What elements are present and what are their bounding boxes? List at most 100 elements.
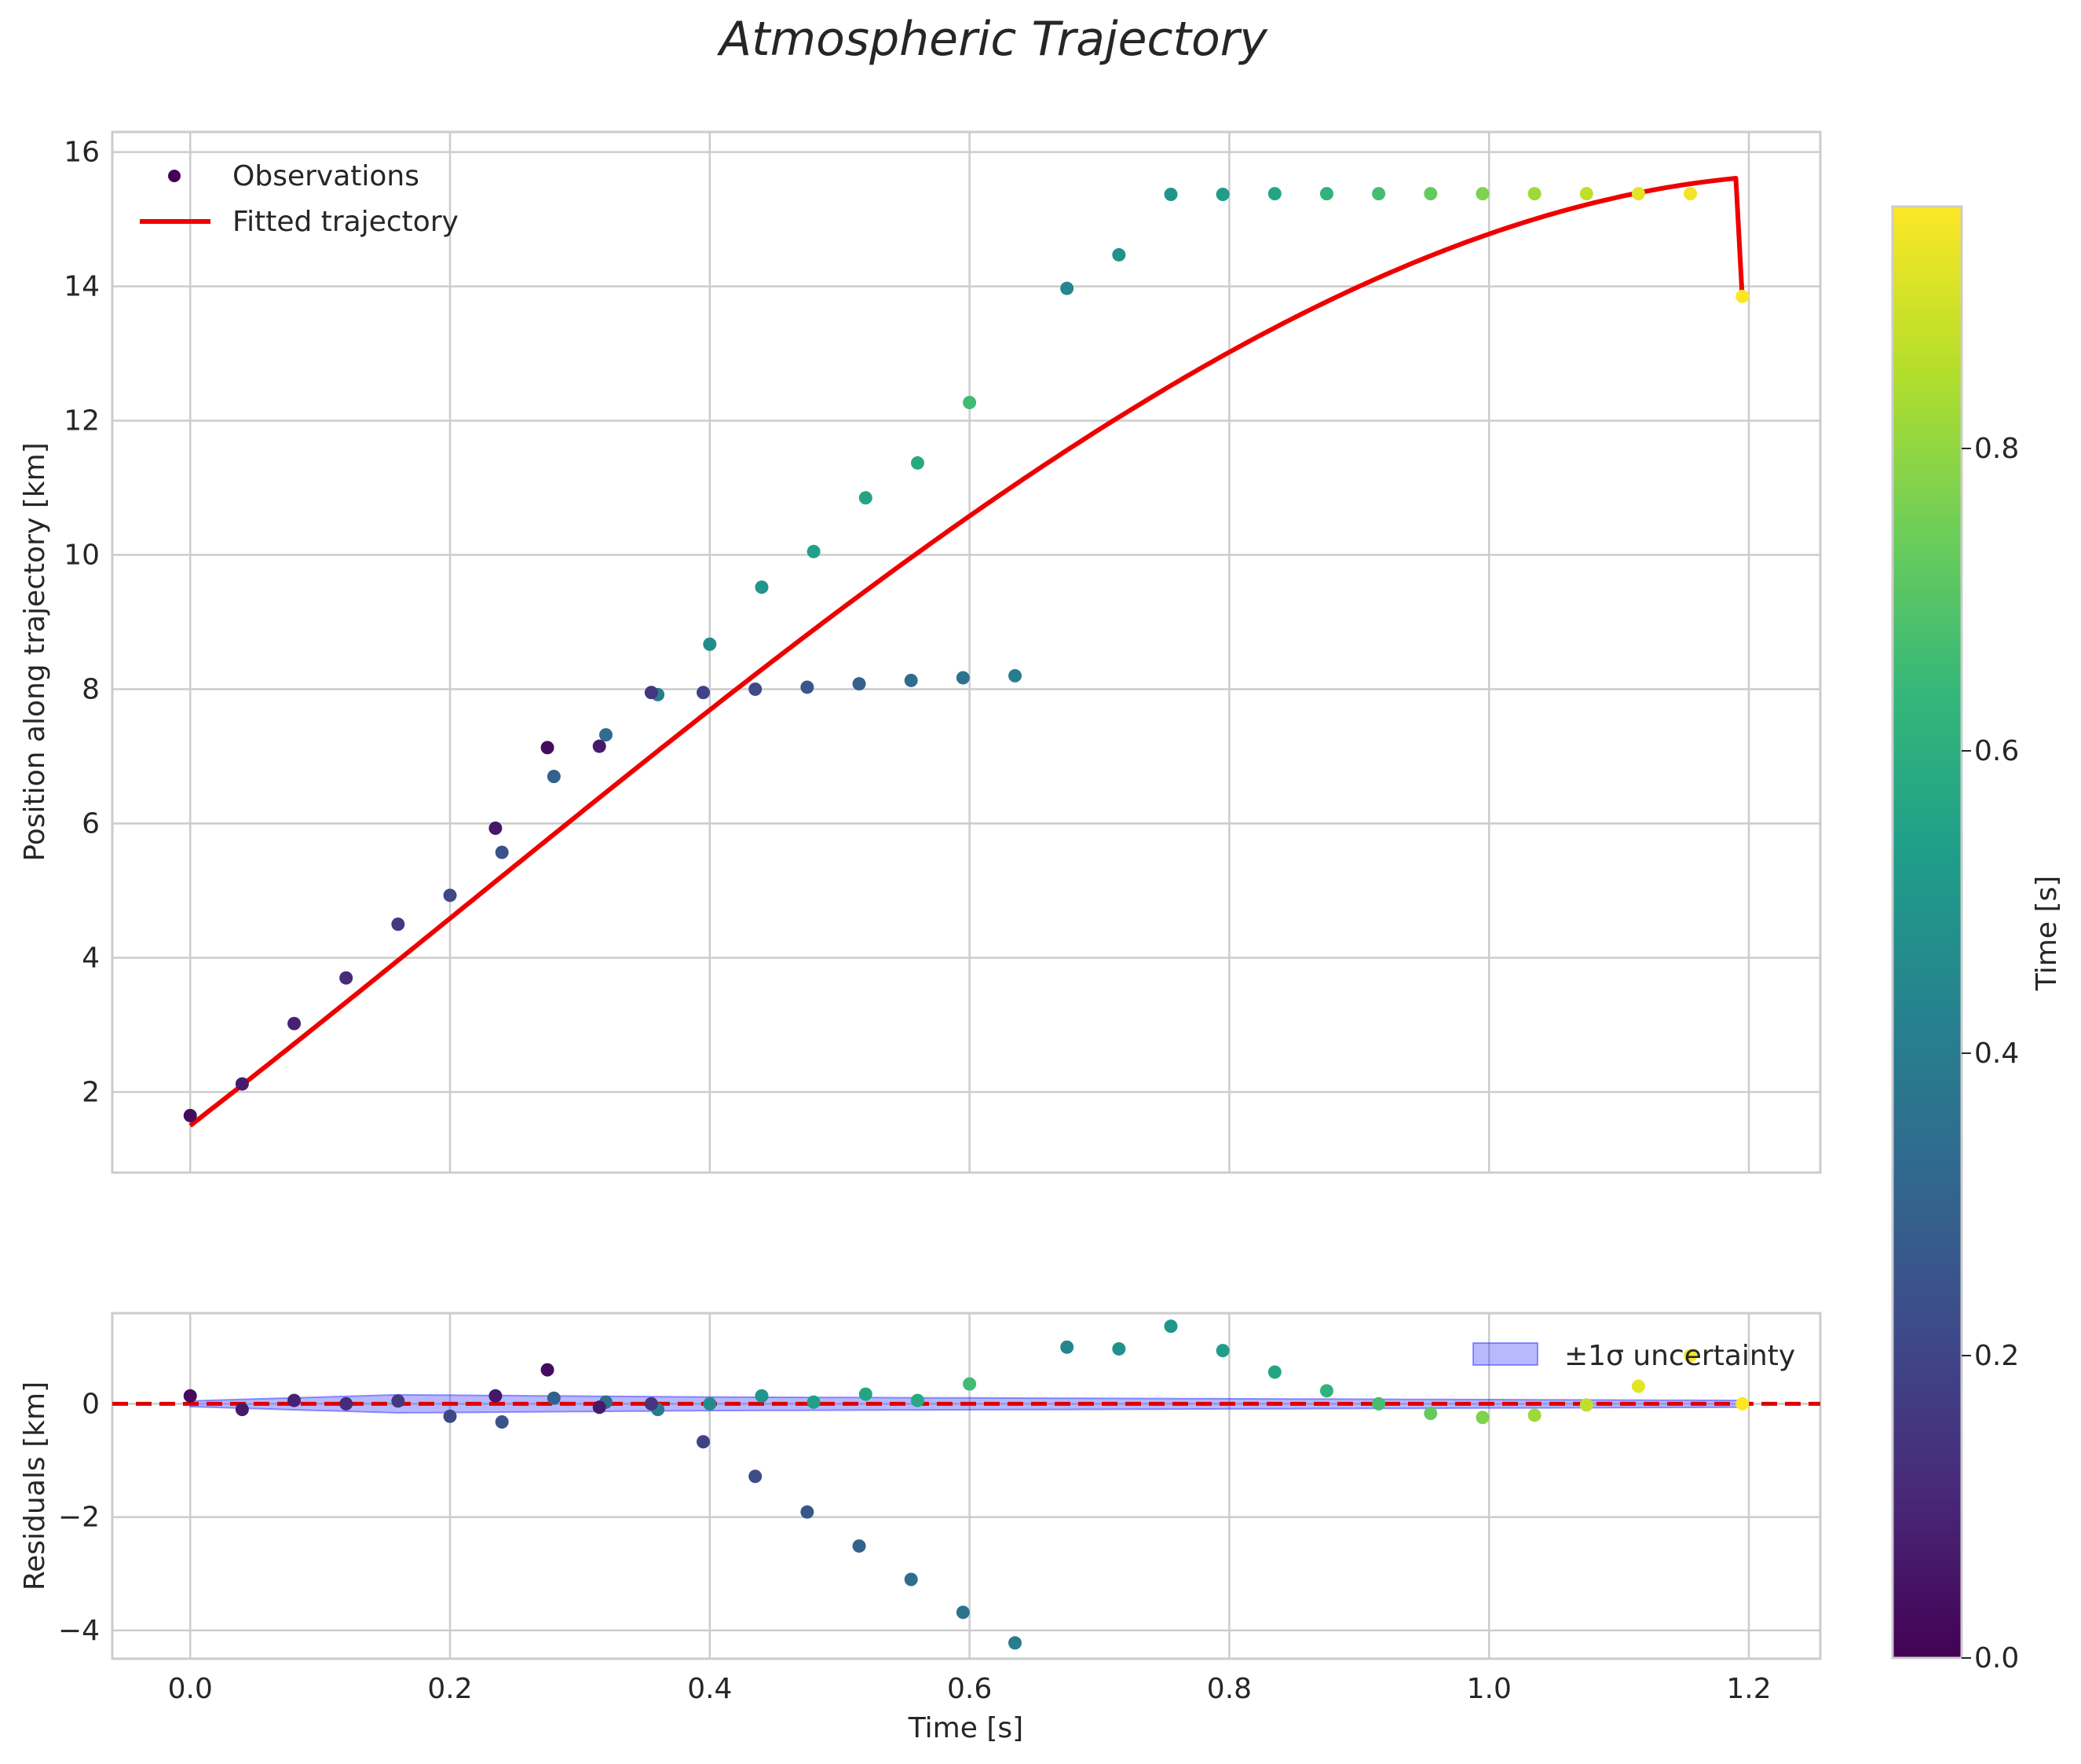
legend-observations-marker <box>168 170 181 182</box>
x-tick-label: 0.6 <box>947 1673 992 1705</box>
legend-fit-label: Fitted trajectory <box>232 206 459 238</box>
observation-point <box>852 677 866 691</box>
residual-point <box>1216 1344 1230 1358</box>
observation-point <box>287 1016 302 1030</box>
observation-point <box>540 741 554 755</box>
legend-observations-label: Observations <box>232 160 419 192</box>
observation-point <box>963 396 977 409</box>
residual-point <box>956 1605 970 1619</box>
residual-point <box>1267 1365 1282 1379</box>
residual-point <box>1684 1349 1698 1363</box>
observation-point <box>1735 289 1750 303</box>
observation-point <box>183 1108 197 1122</box>
x-tick-label: 1.2 <box>1726 1673 1771 1705</box>
colorbar-tick-label: 0.4 <box>1974 1038 2019 1070</box>
residual-point <box>748 1469 763 1484</box>
top-fit-layer <box>188 176 1745 1128</box>
observation-point <box>443 888 457 902</box>
top-panel-frame <box>111 130 1822 1174</box>
residual-point <box>1008 1636 1022 1650</box>
x-tick-label: 1.0 <box>1467 1673 1512 1705</box>
colorbar: 0.0 0.2 0.4 0.6 0.8 Time [s] <box>1891 205 2063 1674</box>
residual-point <box>287 1393 302 1407</box>
residual-point <box>183 1389 197 1403</box>
residual-point <box>1527 1408 1542 1422</box>
bottom-panel: −4 −2 0 0.0 0.2 0.4 0.6 0.8 1.0 1.2 Residuals [k… <box>19 1312 1822 1744</box>
observation-point <box>1372 187 1386 201</box>
observation-point <box>1684 187 1698 201</box>
legend-top: Observations Fitted trajectory <box>140 160 459 238</box>
observation-point <box>748 683 763 697</box>
colorbar-tick-label: 0.6 <box>1974 735 2019 767</box>
residual-point <box>1476 1411 1490 1425</box>
top-y-tick-label: 12 <box>64 405 100 437</box>
top-y-tick-label: 8 <box>82 674 100 706</box>
bottom-y-tick-label: −2 <box>58 1502 100 1534</box>
observation-point <box>235 1077 249 1091</box>
residual-point <box>1735 1396 1750 1411</box>
colorbar-tick-label: 0.8 <box>1974 433 2019 465</box>
x-tick-label: 0.8 <box>1207 1673 1252 1705</box>
residual-point <box>644 1396 658 1411</box>
x-tick-label: 0.2 <box>427 1673 472 1705</box>
top-y-tick-label: 10 <box>64 540 100 572</box>
chart-title: Atmospheric Trajectory <box>716 12 1268 67</box>
observation-point <box>703 637 717 651</box>
observation-point <box>547 770 561 784</box>
x-tick-label: 0.0 <box>168 1673 213 1705</box>
residual-point <box>488 1389 503 1403</box>
residual-point <box>1060 1340 1074 1354</box>
residual-point <box>800 1505 814 1519</box>
observation-point <box>910 456 924 470</box>
residual-point <box>339 1396 353 1411</box>
bottom-panel-frame <box>111 1312 1822 1660</box>
observation-point <box>1112 247 1126 262</box>
residual-point <box>592 1400 606 1414</box>
observation-point <box>488 821 503 835</box>
residual-point <box>703 1396 717 1411</box>
observation-point <box>644 686 658 700</box>
residual-point <box>1424 1407 1438 1421</box>
top-y-tick-labels: 2 4 6 8 10 12 14 16 <box>64 137 100 1109</box>
observation-point <box>904 673 918 687</box>
observation-point <box>1164 188 1178 201</box>
top-y-tick-label: 2 <box>82 1076 100 1108</box>
residual-point <box>858 1387 872 1401</box>
residual-point <box>540 1363 554 1377</box>
observation-point <box>1267 187 1282 201</box>
observation-point <box>495 845 509 859</box>
colorbar-gradient <box>1891 205 1963 1660</box>
bottom-y-axis-label: Residuals [km] <box>19 1382 51 1590</box>
residual-point <box>1579 1398 1593 1412</box>
residual-point <box>1112 1341 1126 1356</box>
bottom-points-layer <box>183 1319 1750 1650</box>
observation-point <box>1216 188 1230 201</box>
legend-uncertainty-label: ±1σ uncertainty <box>1564 1340 1795 1372</box>
residual-point <box>1319 1384 1333 1398</box>
residual-point <box>963 1377 977 1391</box>
observation-point <box>1527 187 1542 201</box>
top-points-layer <box>183 187 1750 1122</box>
residual-point <box>1164 1319 1178 1334</box>
residual-point <box>495 1414 509 1429</box>
observation-point <box>858 491 872 505</box>
observation-point <box>1579 187 1593 201</box>
colorbar-tick-labels: 0.0 0.2 0.4 0.6 0.8 <box>1962 433 2019 1674</box>
top-y-tick-label: 14 <box>64 271 100 303</box>
colorbar-tick-label: 0.0 <box>1974 1642 2019 1674</box>
top-y-tick-label: 16 <box>64 137 100 169</box>
bottom-y-tick-label: −4 <box>58 1615 100 1647</box>
legend-bottom: ±1σ uncertainty <box>1472 1340 1795 1372</box>
x-tick-label: 0.4 <box>687 1673 732 1705</box>
observation-point <box>1631 187 1645 201</box>
observation-point <box>1319 187 1333 201</box>
x-axis-label: Time [s] <box>908 1712 1023 1744</box>
top-panel: 2 4 6 8 10 12 14 16 Position along trajectory [… <box>19 130 1822 1174</box>
observation-point <box>391 917 405 931</box>
residual-point <box>852 1539 866 1553</box>
residual-point <box>755 1389 769 1403</box>
observation-point <box>806 544 821 558</box>
residual-point <box>235 1403 249 1417</box>
top-y-axis-label: Position along trajectory [km] <box>19 442 51 861</box>
residual-point <box>910 1393 924 1407</box>
